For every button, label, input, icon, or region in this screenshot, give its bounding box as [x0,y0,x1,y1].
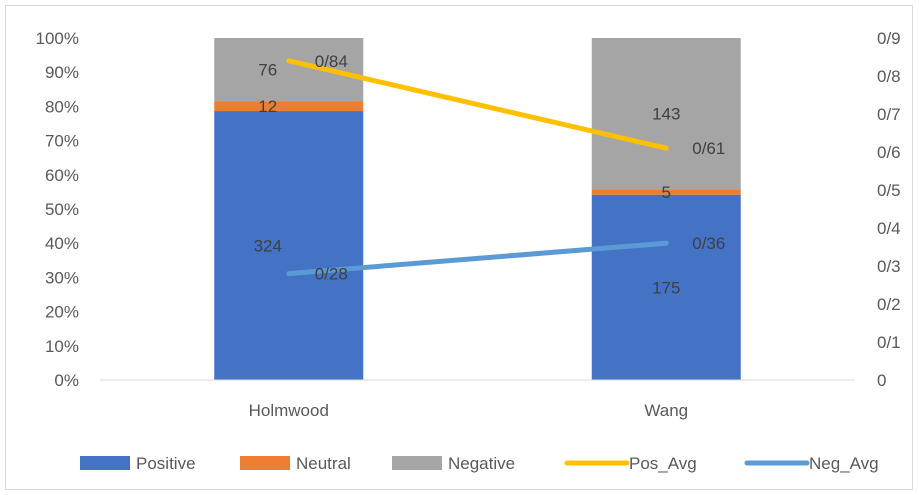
right-tick-label: 0/5 [877,181,901,200]
right-tick-label: 0/4 [877,219,901,238]
data-labels: 324 12 76 175 5 143 0/84 0/61 0/28 0/36 [254,52,726,298]
bar-neutral-holmwood [214,101,364,112]
legend-label-negative: Negative [448,454,515,473]
left-tick-label: 0% [54,371,79,390]
right-tick-label: 0/3 [877,257,901,276]
legend-swatch-negative [392,456,442,470]
left-tick-label: 30% [45,268,79,287]
right-tick-label: 0/1 [877,333,901,352]
legend-swatch-neutral [240,456,290,470]
data-label-neutral-holmwood: 12 [258,97,277,116]
data-label-negative-holmwood: 76 [258,61,277,80]
data-label-neg-avg-holmwood: 0/28 [315,265,348,284]
bar-negative-holmwood [214,38,364,102]
bar-positive-wang [591,194,741,380]
left-tick-label: 40% [45,234,79,253]
data-label-positive-holmwood: 324 [254,237,282,256]
legend-label-neutral: Neutral [296,454,351,473]
right-tick-label: 0 [877,371,886,390]
legend: Positive Neutral Negative Pos_Avg Neg_Avg [80,454,879,473]
right-tick-label: 0/6 [877,143,901,162]
left-tick-label: 100% [36,29,79,48]
left-tick-label: 20% [45,303,79,322]
data-label-pos-avg-holmwood: 0/84 [315,52,348,71]
right-tick-label: 0/9 [877,29,901,48]
right-axis: 0 0/1 0/2 0/3 0/4 0/5 0/6 0/7 0/8 0/9 [877,29,901,390]
data-label-neutral-wang: 5 [662,183,671,202]
left-tick-label: 80% [45,97,79,116]
data-label-negative-wang: 143 [652,105,680,124]
bar-positive-holmwood [214,111,364,380]
right-tick-label: 0/2 [877,295,901,314]
line-pos-avg [286,58,669,151]
data-label-neg-avg-wang: 0/36 [692,234,725,253]
left-tick-label: 90% [45,63,79,82]
category-label-holmwood: Holmwood [249,401,329,420]
left-tick-label: 70% [45,132,79,151]
bar-neutral-wang [591,189,741,195]
chart-frame [5,5,913,490]
bar-negative-wang [591,38,741,190]
data-label-pos-avg-wang: 0/61 [692,139,725,158]
legend-label-neg-avg: Neg_Avg [809,454,879,473]
left-tick-label: 10% [45,337,79,356]
left-tick-label: 60% [45,166,79,185]
legend-label-pos-avg: Pos_Avg [629,454,697,473]
left-axis: 0% 10% 20% 30% 40% 50% 60% 70% 80% 90% 100% [36,29,79,390]
lines [286,58,669,277]
right-tick-label: 0/8 [877,67,901,86]
legend-swatch-positive [80,456,130,470]
line-neg-avg [286,240,669,277]
right-tick-label: 0/7 [877,105,901,124]
bars [214,38,741,380]
category-labels: Holmwood Wang [249,401,689,420]
data-label-positive-wang: 175 [652,278,680,297]
left-tick-label: 50% [45,200,79,219]
category-label-wang: Wang [644,401,688,420]
legend-label-positive: Positive [136,454,196,473]
